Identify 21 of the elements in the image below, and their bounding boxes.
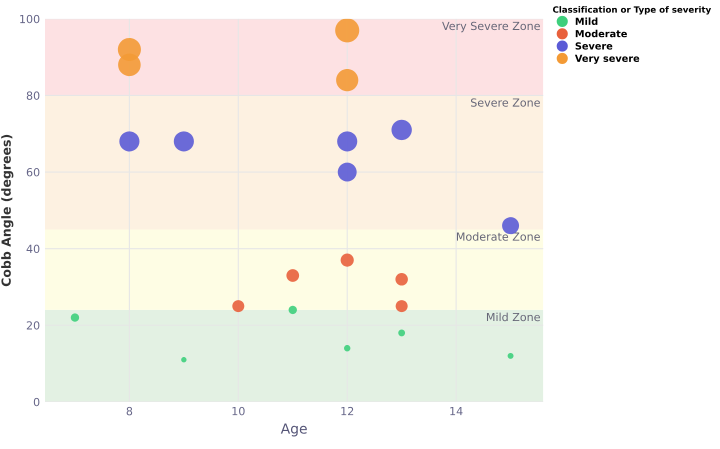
band-label: Very Severe Zone [442,22,540,32]
y-axis-title: Cobb Angle (degrees) [1,134,14,286]
legend-label: Severe [576,42,612,50]
y-tick-label: 40 [26,244,40,254]
y-tick-label: 20 [26,321,40,330]
band-label: Severe Zone [470,98,540,107]
x-axis-title: Age [280,423,307,436]
y-tick-label: 0 [34,398,40,406]
legend-label: Moderate [576,30,627,38]
x-tick-label: 10 [232,406,245,416]
legend-label: Mild [576,17,598,25]
band-label: Mild Zone [486,312,540,322]
x-tick-label: 14 [450,407,463,416]
y-tick-label: 100 [20,14,40,24]
legend-title: Classification or Type of severity [552,6,712,15]
band-label: Moderate Zone [456,232,540,241]
y-tick-label: 80 [26,91,40,100]
legend-label: Very severe [574,54,640,64]
y-tick-label: 60 [26,168,40,176]
x-tick-label: 12 [341,406,354,416]
x-tick-label: 8 [126,406,132,416]
